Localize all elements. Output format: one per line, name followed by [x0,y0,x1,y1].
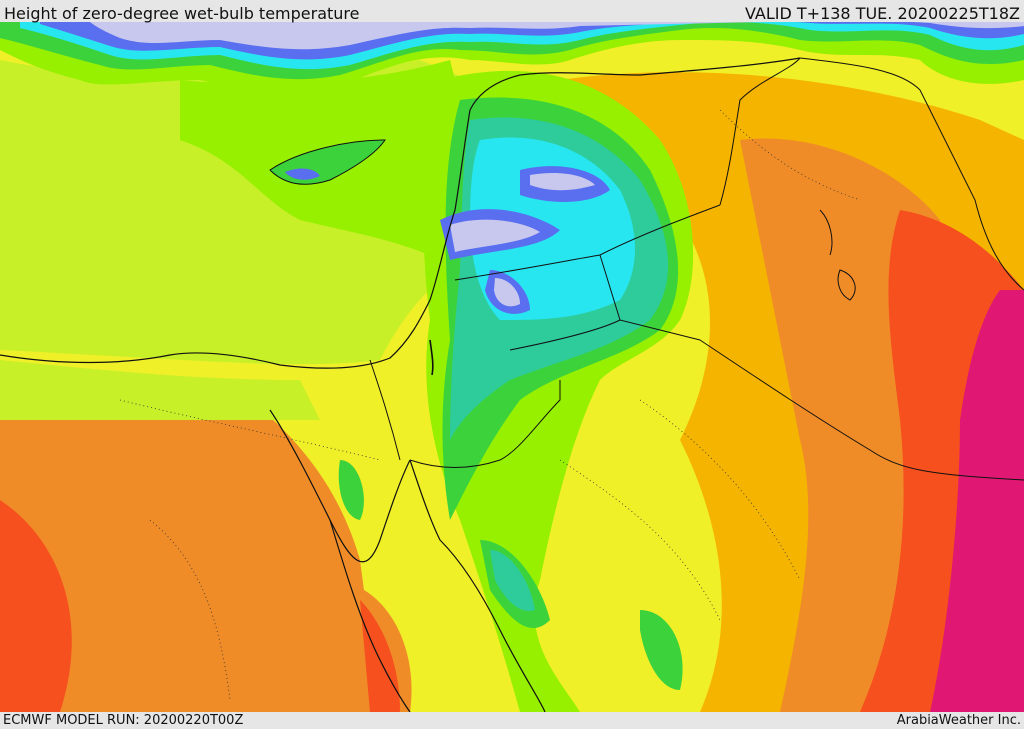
model-run-label: ECMWF MODEL RUN: 20200220T00Z [3,713,244,728]
green-south-streak [640,610,683,690]
dead-sea [429,339,434,376]
header-bar: Height of zero-degree wet-bulb temperatu… [0,0,1024,23]
orange-south-egypt [0,400,380,712]
lavender-turkey [90,20,1024,50]
green-sinai-spot [338,460,364,520]
syria-iraq-border [719,57,801,206]
weather-map[interactable] [0,20,1024,712]
lavender-syria-cold-core [530,173,595,191]
red-orange-southwest [0,500,72,712]
red-sea-west-coast [329,519,411,712]
iraq-saudi-border [509,319,1024,481]
yellow-green-coast-band [0,360,320,420]
red-sea-east-coast [409,459,546,712]
blue-cyprus [285,168,320,180]
credit-label: ArabiaWeather Inc. [896,713,1021,728]
cyprus-coastline [269,139,386,185]
red-orange-red-sea [360,600,400,712]
lavender-jordan-cold-spot [494,278,520,307]
map-canvas [0,20,1024,712]
lavender-lebanon-mountains [450,219,540,252]
teal-hejaz-streak [490,550,535,611]
admin-line-4 [559,459,721,621]
egypt-israel-border [369,359,401,461]
magenta-gulf-region [930,290,1024,712]
iraq-iran-border [799,57,1024,291]
syria-jordan-border [454,204,721,281]
jordan-saudi-border [409,380,561,468]
jordan-iraq-border [599,254,621,321]
valid-time-label: VALID T+138 TUE. 20200225T18Z [744,4,1020,23]
lake-iraq-1 [819,209,833,256]
gulf-of-suez-coast [269,409,411,563]
map-title: Height of zero-degree wet-bulb temperatu… [4,4,360,23]
admin-line-1 [119,399,381,461]
mediterranean-coastline [0,109,471,369]
footer-bar: ECMWF MODEL RUN: 20200220T00Z ArabiaWeat… [0,712,1024,729]
turkey-syria-border [469,57,801,111]
lake-iraq-2 [837,269,856,301]
